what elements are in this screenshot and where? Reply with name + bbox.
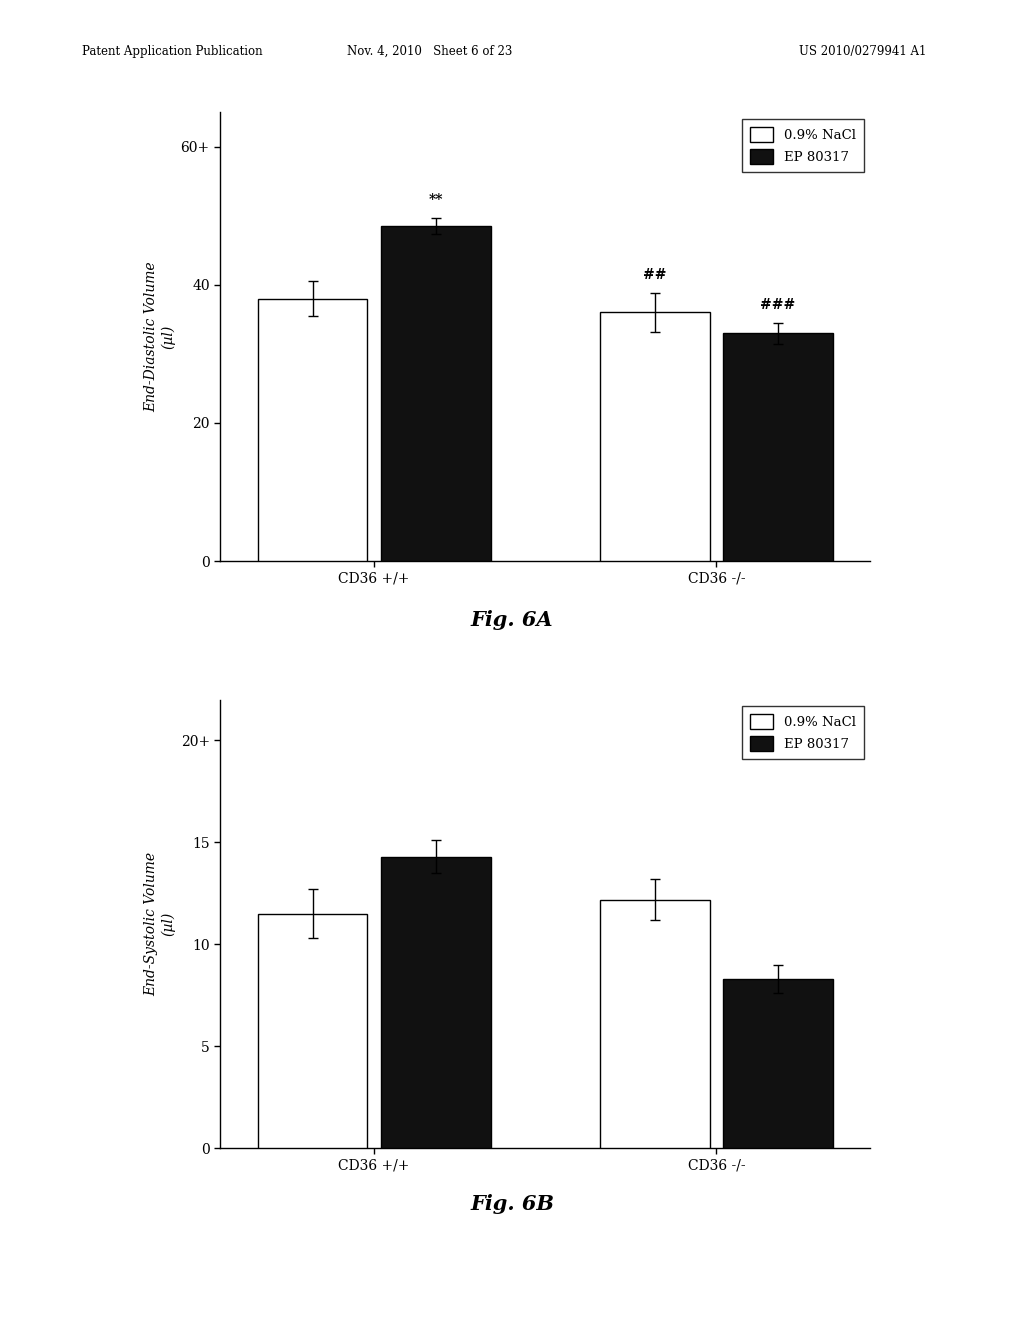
Bar xyxy=(600,313,710,561)
Text: Nov. 4, 2010   Sheet 6 of 23: Nov. 4, 2010 Sheet 6 of 23 xyxy=(347,45,513,58)
Bar xyxy=(381,857,490,1148)
Y-axis label: End-Systolic Volume
(µl): End-Systolic Volume (µl) xyxy=(144,851,175,997)
Bar xyxy=(723,333,833,561)
Legend: 0.9% NaCl, EP 80317: 0.9% NaCl, EP 80317 xyxy=(741,706,864,759)
Text: US 2010/0279941 A1: US 2010/0279941 A1 xyxy=(799,45,926,58)
Text: **: ** xyxy=(428,193,443,207)
Text: ###: ### xyxy=(761,297,796,312)
Legend: 0.9% NaCl, EP 80317: 0.9% NaCl, EP 80317 xyxy=(741,119,864,172)
Text: Fig. 6A: Fig. 6A xyxy=(471,610,553,631)
Text: Fig. 6B: Fig. 6B xyxy=(470,1193,554,1214)
Text: ##: ## xyxy=(643,268,667,282)
Bar xyxy=(258,913,368,1148)
Bar xyxy=(381,226,490,561)
Bar xyxy=(600,899,710,1148)
Bar xyxy=(723,979,833,1148)
Bar xyxy=(258,298,368,561)
Text: Patent Application Publication: Patent Application Publication xyxy=(82,45,262,58)
Y-axis label: End-Diastolic Volume
(µl): End-Diastolic Volume (µl) xyxy=(144,261,175,412)
